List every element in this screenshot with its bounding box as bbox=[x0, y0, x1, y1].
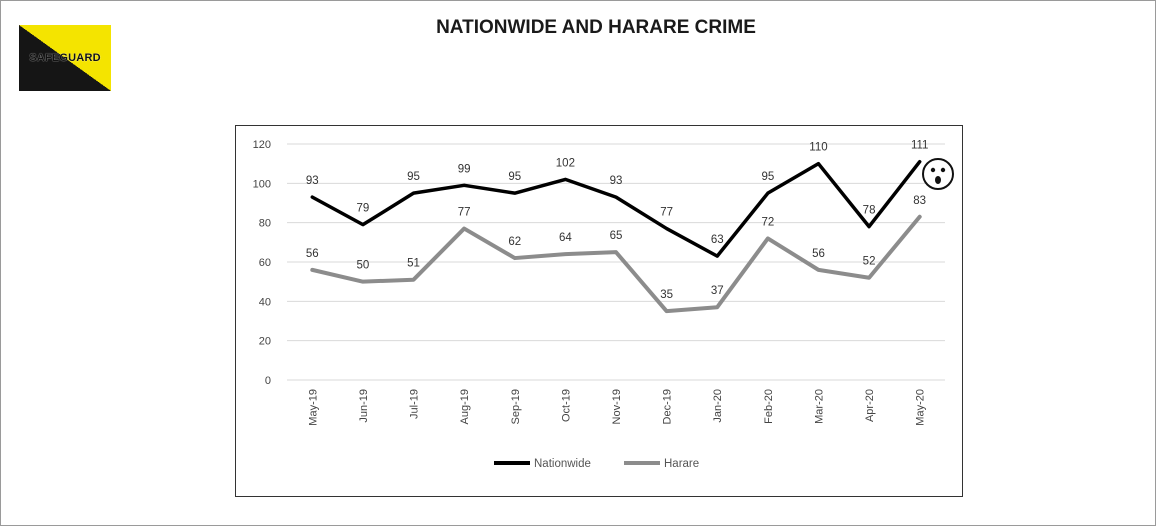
series-line-harare bbox=[310, 214, 922, 314]
series-line-nationwide bbox=[310, 159, 922, 258]
emoji-eye bbox=[930, 167, 936, 173]
x-tick-label: Apr-20 bbox=[864, 389, 876, 422]
x-tick-label: Jan-20 bbox=[712, 389, 724, 423]
x-tick-label: Jun-19 bbox=[358, 389, 370, 423]
data-label: 65 bbox=[610, 230, 623, 242]
data-label: 37 bbox=[711, 285, 724, 297]
x-tick-label: Sep-19 bbox=[510, 389, 522, 424]
data-label: 83 bbox=[913, 195, 926, 207]
x-tick-label: Nov-19 bbox=[611, 389, 623, 424]
data-label: 72 bbox=[761, 216, 774, 228]
x-tick-label: Oct-19 bbox=[560, 389, 572, 422]
data-label: 35 bbox=[660, 289, 673, 301]
data-label: 95 bbox=[407, 171, 420, 183]
x-tick-label: Dec-19 bbox=[662, 389, 674, 424]
data-label: 79 bbox=[357, 203, 370, 215]
data-label: 111 bbox=[911, 140, 928, 152]
data-label: 77 bbox=[660, 207, 673, 219]
y-tick-label: 80 bbox=[259, 218, 271, 230]
page-title: NATIONWIDE AND HARARE CRIME bbox=[436, 17, 756, 38]
x-tick-label: Jul-19 bbox=[409, 389, 421, 419]
data-label: 95 bbox=[761, 171, 774, 183]
data-label: 93 bbox=[610, 175, 623, 187]
data-label: 93 bbox=[306, 175, 319, 187]
legend-label: Harare bbox=[664, 458, 699, 470]
logo-text: SAFEGUARD bbox=[29, 52, 101, 64]
data-label: 56 bbox=[306, 248, 319, 260]
y-tick-label: 20 bbox=[259, 336, 271, 348]
safeguard-logo: SAFEGUARD bbox=[19, 25, 111, 91]
data-label: 77 bbox=[458, 207, 471, 219]
y-tick-label: 100 bbox=[253, 178, 271, 190]
data-label: 78 bbox=[863, 205, 876, 217]
y-tick-label: 40 bbox=[259, 296, 271, 308]
data-label: 95 bbox=[508, 171, 521, 183]
data-label: 64 bbox=[559, 232, 572, 244]
x-tick-label: Feb-20 bbox=[763, 389, 775, 424]
data-label: 56 bbox=[812, 248, 825, 260]
data-label: 63 bbox=[711, 234, 724, 246]
data-label: 50 bbox=[357, 260, 370, 272]
y-tick-label: 0 bbox=[265, 375, 271, 387]
y-tick-label: 60 bbox=[259, 257, 271, 269]
data-label: 110 bbox=[809, 142, 827, 154]
data-label: 62 bbox=[508, 236, 521, 248]
emoji-mouth bbox=[935, 176, 941, 184]
shocked-face-icon bbox=[922, 158, 954, 190]
x-tick-label: Mar-20 bbox=[813, 389, 825, 424]
chart-frame bbox=[235, 125, 963, 497]
emoji-eye bbox=[940, 167, 946, 173]
x-tick-label: May-19 bbox=[307, 389, 319, 426]
x-tick-label: May-20 bbox=[915, 389, 927, 426]
x-tick-label: Aug-19 bbox=[459, 389, 471, 424]
legend-label: Nationwide bbox=[534, 458, 591, 470]
data-label: 52 bbox=[863, 256, 876, 268]
data-label: 102 bbox=[556, 157, 575, 169]
data-label: 99 bbox=[458, 163, 471, 175]
y-tick-label: 120 bbox=[253, 139, 271, 151]
data-label: 51 bbox=[407, 258, 420, 270]
